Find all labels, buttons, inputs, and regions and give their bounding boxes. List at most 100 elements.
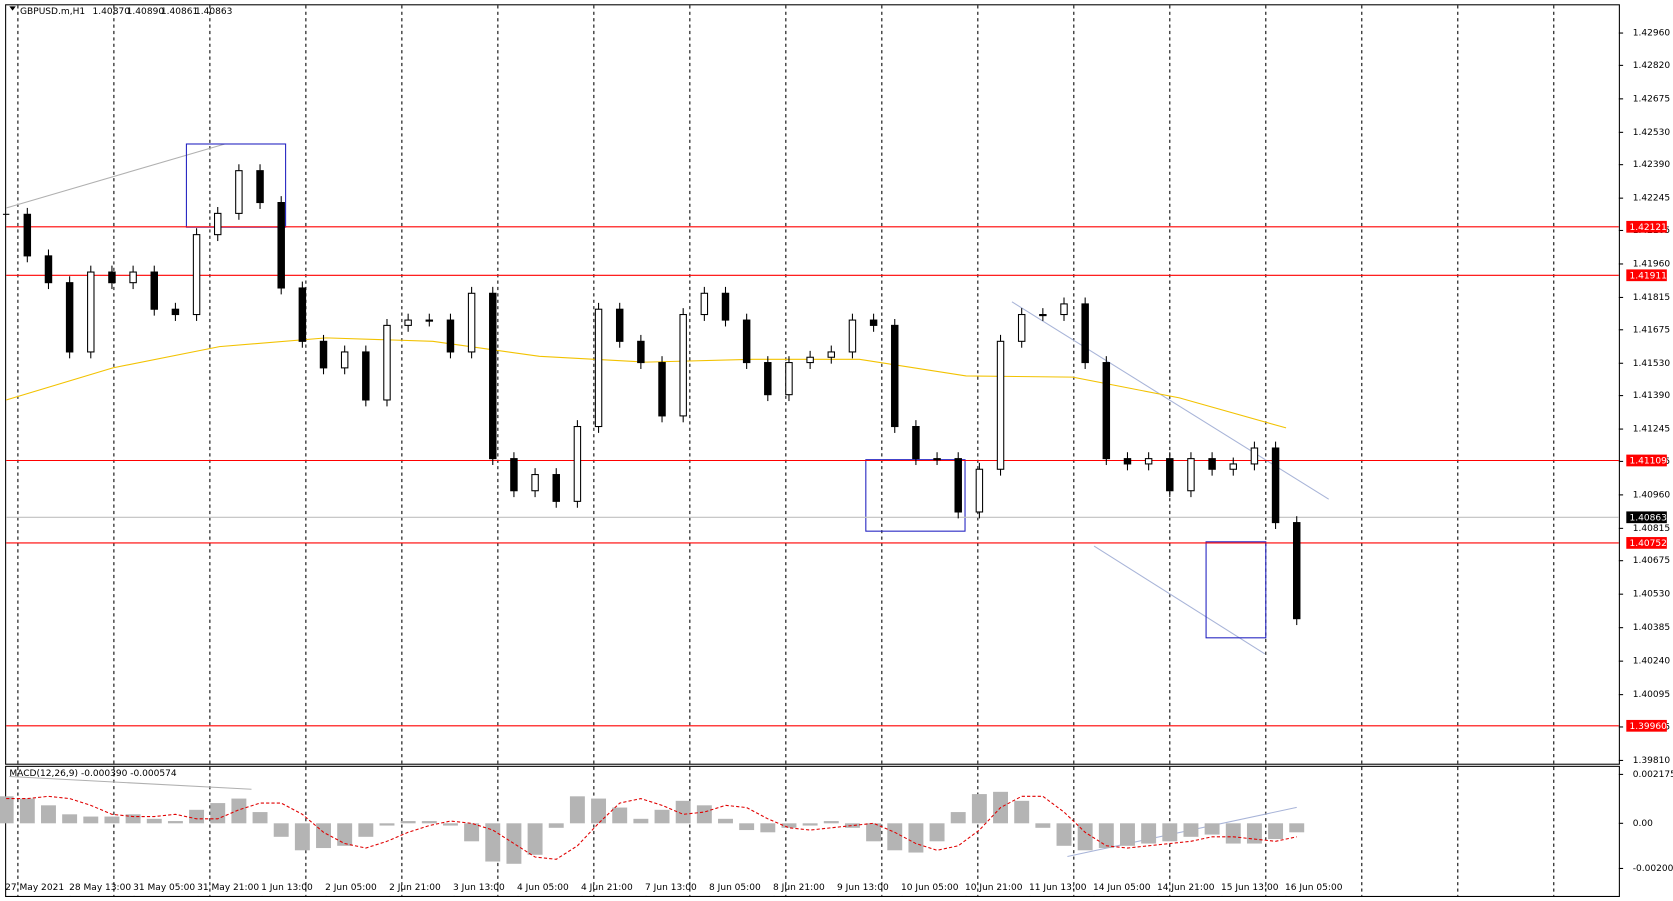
x-tick-label: 31 May 05:00 <box>133 883 195 893</box>
macd-bar <box>591 798 607 824</box>
level-box <box>1626 269 1667 282</box>
y-tick-label: 1.40530 <box>1633 590 1671 600</box>
candle <box>171 308 180 316</box>
candle <box>213 212 222 236</box>
macd-tick-label: 0.002175 <box>1633 770 1673 780</box>
moving-average <box>6 337 1287 429</box>
macd-bar <box>400 821 416 824</box>
candle <box>806 356 814 364</box>
candle <box>1017 314 1026 342</box>
macd-signal <box>6 795 1297 860</box>
candle <box>425 319 434 322</box>
y-tick-label: 1.42245 <box>1633 194 1670 204</box>
x-tick-label: 9 Jun 13:00 <box>837 883 889 893</box>
x-tick-label: 4 Jun 05:00 <box>517 883 569 893</box>
y-tick-label: 1.41245 <box>1633 425 1670 435</box>
macd-bar <box>1162 823 1178 842</box>
macd-bar <box>950 812 966 824</box>
x-tick-label: 28 May 13:00 <box>69 883 131 893</box>
candle <box>954 458 962 513</box>
y-tick-label: 1.42820 <box>1633 61 1671 71</box>
macd-bar <box>104 816 120 824</box>
open: 1.40870 <box>93 7 131 17</box>
candle <box>637 340 645 364</box>
candle <box>679 314 687 417</box>
candle <box>192 234 201 316</box>
macd-bar <box>1098 823 1114 849</box>
macd-bar <box>421 821 437 824</box>
y-tick-label: 1.40815 <box>1633 524 1670 534</box>
y-tick-label: 1.41390 <box>1633 391 1671 401</box>
y-tick-label: 1.42675 <box>1633 94 1670 104</box>
macd-bar <box>908 823 924 853</box>
symbol: GBPUSD.m,H1 <box>20 7 85 17</box>
high: 1.40890 <box>127 7 165 17</box>
x-tick-label: 14 Jun 21:00 <box>1157 883 1215 893</box>
candle <box>129 271 137 284</box>
macd-bar <box>1289 823 1305 833</box>
candle <box>531 474 539 492</box>
macd-tick-label: 0.00 <box>1633 819 1653 829</box>
macd-bar <box>527 823 543 855</box>
y-tick-label: 1.42530 <box>1633 128 1671 138</box>
candle <box>1187 458 1195 492</box>
macd-bar <box>760 823 776 833</box>
y-tick-label: 1.41960 <box>1633 259 1671 269</box>
candle <box>1292 522 1301 620</box>
macd-bar <box>231 798 247 824</box>
macd-bar <box>548 823 564 828</box>
macd-bar <box>569 796 585 824</box>
macd-label: MACD(12,26,9) -0.000390 -0.000574 <box>9 769 177 779</box>
x-tick-label: 14 Jun 05:00 <box>1093 883 1151 893</box>
candle <box>573 425 582 502</box>
macd-bar <box>1204 823 1220 835</box>
x-tick-label: 1 Jun 13:00 <box>261 883 313 893</box>
candle <box>615 308 624 342</box>
candle <box>1102 362 1111 460</box>
y-tick-label: 1.41675 <box>1633 325 1670 335</box>
candle <box>721 292 730 321</box>
macd-bar <box>1246 823 1262 844</box>
x-tick-label: 4 Jun 21:00 <box>581 883 633 893</box>
macd-bar <box>887 823 903 851</box>
macd-bar <box>654 809 670 824</box>
level-box <box>1626 719 1667 732</box>
y-tick-label: 1.40240 <box>1633 657 1671 667</box>
candle <box>1229 463 1237 470</box>
macd-bar <box>506 823 522 864</box>
macd-bar <box>210 803 226 824</box>
candle <box>869 319 878 326</box>
y-tick-label: 1.40675 <box>1633 556 1670 566</box>
level-label: 1.41109 <box>1630 457 1668 467</box>
close: 1.40863 <box>195 7 233 17</box>
candle <box>298 287 307 342</box>
candle <box>891 324 899 428</box>
macd-bar <box>125 814 141 824</box>
x-tick-label: 2 Jun 05:00 <box>325 883 377 893</box>
candle <box>235 170 243 214</box>
vertical-grid <box>17 5 1555 896</box>
candle <box>1250 447 1259 465</box>
macd-bar <box>1077 823 1093 851</box>
y-tick-label: 1.42960 <box>1633 29 1671 39</box>
candle <box>362 351 370 401</box>
macd-bar <box>823 821 839 824</box>
candle <box>552 474 560 502</box>
x-tick-label: 31 May 21:00 <box>197 883 259 893</box>
y-tick-label: 1.39810 <box>1633 756 1671 766</box>
price-box <box>1626 511 1667 524</box>
candle <box>658 362 666 417</box>
macd-bar <box>464 823 480 842</box>
x-tick-label: 8 Jun 05:00 <box>709 883 761 893</box>
x-tick-label: 7 Jun 13:00 <box>645 883 697 893</box>
candle <box>489 292 497 460</box>
macd-bar <box>167 821 183 824</box>
candle <box>1208 458 1216 470</box>
level-label: 1.42121 <box>1630 223 1667 233</box>
macd-bar <box>1141 823 1157 844</box>
x-tick-label: 8 Jun 21:00 <box>773 883 825 893</box>
macd-bar <box>62 814 78 824</box>
macd-bar <box>252 812 268 824</box>
macd-bar <box>442 823 458 826</box>
